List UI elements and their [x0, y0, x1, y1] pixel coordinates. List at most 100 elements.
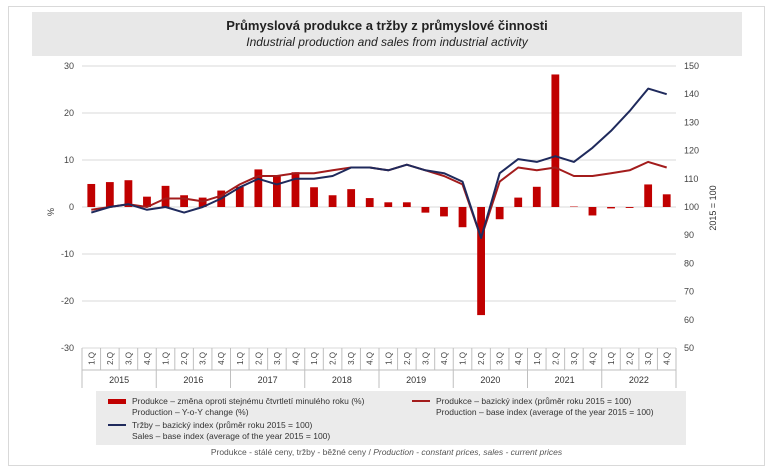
quarter-tick-label: 4.Q [366, 352, 375, 365]
quarter-tick-label: 2.Q [626, 352, 635, 365]
quarter-tick-label: 3.Q [273, 352, 282, 365]
right-tick-label: 130 [684, 117, 699, 127]
bar [180, 195, 188, 207]
right-tick-label: 90 [684, 230, 694, 240]
right-tick-label: 60 [684, 315, 694, 325]
bar [402, 202, 411, 207]
quarter-tick-label: 3.Q [421, 352, 430, 365]
bar [328, 195, 337, 207]
bar [514, 197, 523, 207]
quarter-tick-label: 2.Q [403, 352, 412, 365]
bar [607, 207, 615, 209]
right-tick-label: 80 [684, 258, 694, 268]
bar [291, 172, 300, 207]
quarter-tick-label: 2.Q [180, 352, 189, 365]
left-tick-label: 30 [64, 61, 74, 71]
legend-bars-cz: Produkce – změna oproti stejnému čtvrtle… [132, 396, 365, 406]
bar [458, 207, 467, 228]
bar [644, 184, 653, 207]
gridlines [82, 65, 676, 349]
quarter-tick-label: 4.Q [663, 352, 672, 365]
left-tick-label: -10 [61, 249, 74, 259]
bar [273, 176, 281, 207]
quarter-tick-label: 1.Q [533, 352, 542, 365]
chart-plot: -30 -20 -10 0 10 20 30 50 60 70 80 90 100 110 120 130 14… [46, 61, 718, 388]
bar [235, 186, 244, 207]
year-label: 2020 [480, 375, 500, 385]
footnote: Produkce - stálé ceny, tržby - běžné cen… [0, 447, 773, 457]
legend-swatch-bars [108, 399, 126, 404]
year-label: 2019 [406, 375, 426, 385]
quarter-tick-label: 1.Q [607, 352, 616, 365]
bar [347, 189, 356, 207]
year-label: 2017 [258, 375, 278, 385]
quarter-tick-label: 2.Q [106, 352, 115, 365]
right-axis-label: 2015 = 100 [708, 185, 718, 230]
right-tick-label: 110 [684, 174, 698, 184]
legend-sales-cz: Tržby – bazický index (průměr roku 2015 … [132, 420, 313, 430]
bar [161, 185, 170, 207]
quarter-tick-label: 3.Q [644, 352, 653, 365]
bar-series [87, 74, 671, 316]
quarter-tick-label: 1.Q [310, 352, 319, 365]
year-label: 2016 [183, 375, 203, 385]
year-label: 2018 [332, 375, 352, 385]
bar [421, 207, 430, 213]
right-tick-label: 150 [684, 61, 699, 71]
quarter-tick-label: 4.Q [588, 352, 597, 365]
left-tick-label: 20 [64, 108, 74, 118]
legend-bars-en: Production – Y-o-Y change (%) [132, 407, 249, 417]
legend-swatch-sales [108, 424, 126, 426]
right-tick-label: 70 [684, 287, 694, 297]
right-tick-label: 50 [684, 343, 694, 353]
right-tick-label: 120 [684, 146, 699, 156]
quarter-tick-label: 3.Q [496, 352, 505, 365]
right-tick-label: 100 [684, 202, 699, 212]
bar [105, 182, 114, 207]
chart-title: Průmyslová produkce a tržby z průmyslové… [226, 18, 548, 33]
quarter-tick-label: 2.Q [551, 352, 560, 365]
legend: Produkce – změna oproti stejnému čtvrtle… [96, 391, 686, 445]
quarter-tick-label: 4.Q [143, 352, 152, 365]
bar [254, 169, 263, 207]
left-tick-label: 0 [69, 202, 74, 212]
series-line [91, 87, 667, 239]
bar [477, 207, 485, 316]
quarter-tick-label: 3.Q [124, 352, 133, 365]
left-axis-label: % [46, 208, 56, 216]
quarter-tick-label: 1.Q [459, 352, 468, 365]
bar [588, 207, 597, 216]
left-tick-label: 10 [64, 155, 74, 165]
bar [495, 207, 504, 220]
left-tick-label: -20 [61, 296, 74, 306]
title-box: Průmyslová produkce a tržby z průmyslové… [32, 12, 742, 56]
bar [87, 183, 96, 207]
right-tick-label: 140 [684, 89, 699, 99]
legend-sales-en: Sales – base index (average of the year … [132, 431, 331, 441]
bar [625, 207, 634, 208]
left-tick-label: -30 [61, 343, 74, 353]
bar [532, 186, 541, 207]
quarter-tick-label: 4.Q [514, 352, 523, 365]
bar [310, 187, 318, 207]
bar [662, 194, 671, 207]
quarter-tick-label: 1.Q [236, 352, 245, 365]
bar [551, 74, 560, 208]
legend-prod-en: Production – base index (average of the … [436, 407, 654, 417]
bar [143, 196, 151, 207]
quarter-tick-label: 1.Q [87, 352, 96, 365]
quarter-tick-label: 2.Q [477, 352, 486, 365]
footnote-en: Production - constant prices, sales - cu… [373, 447, 563, 457]
bar [124, 180, 133, 207]
bar [365, 198, 374, 207]
year-label: 2015 [109, 375, 129, 385]
quarter-tick-label: 3.Q [570, 352, 579, 365]
year-label: 2022 [629, 375, 649, 385]
legend-swatch-production [412, 400, 430, 402]
quarter-tick-label: 3.Q [199, 352, 208, 365]
footnote-cz: Produkce - stálé ceny, tržby - běžné cen… [210, 447, 374, 457]
quarter-tick-label: 1.Q [384, 352, 393, 365]
quarter-tick-label: 4.Q [440, 352, 449, 365]
bar [440, 207, 448, 217]
quarter-tick-label: 3.Q [347, 352, 356, 365]
